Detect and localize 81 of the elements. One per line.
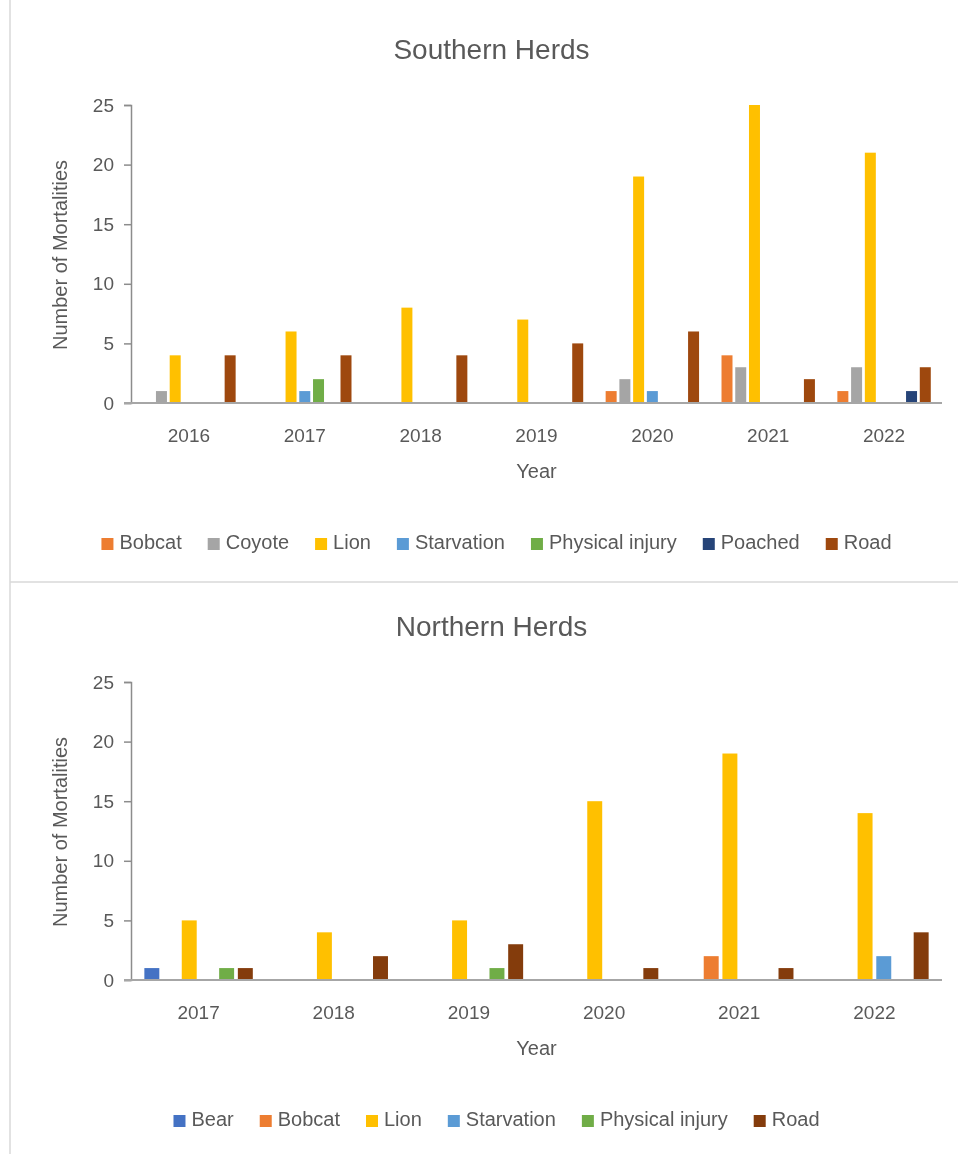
bar — [169, 355, 181, 403]
y-tick-label: 0 — [103, 969, 114, 991]
bar — [181, 920, 197, 980]
legend-label: Coyote — [225, 531, 290, 554]
y-tick-label: 20 — [92, 731, 114, 753]
legend-label: Physical injury — [548, 531, 677, 554]
bar — [913, 932, 929, 980]
bar — [643, 968, 659, 980]
legend-label: Starvation — [414, 531, 505, 554]
bar — [572, 343, 584, 403]
bar — [837, 391, 849, 403]
bar — [688, 331, 700, 403]
bar — [373, 956, 388, 980]
y-tick-label: 15 — [92, 213, 114, 235]
legend-label: Lion — [333, 531, 371, 554]
bar — [340, 355, 352, 403]
x-tick-label: 2020 — [582, 1002, 626, 1024]
chart-title: Northern Herds — [395, 611, 588, 643]
bar — [876, 956, 892, 980]
y-tick-label: 25 — [92, 671, 114, 693]
x-tick-label: 2017 — [283, 425, 326, 447]
legend-label: Bear — [191, 1108, 235, 1131]
y-axis-title: Number of Mortalities — [49, 736, 72, 928]
bar — [144, 968, 160, 980]
bar — [285, 331, 297, 403]
y-tick-label: 10 — [92, 273, 114, 295]
x-tick-label: 2020 — [631, 425, 674, 447]
y-axis-title: Number of Mortalities — [49, 159, 72, 351]
y-tick-label: 5 — [103, 332, 114, 354]
y-tick-label: 5 — [103, 909, 114, 931]
bar — [452, 920, 468, 980]
bar — [919, 367, 931, 403]
bar — [508, 944, 524, 980]
legend-label: Poached — [720, 531, 800, 554]
legend-label: Road — [771, 1108, 820, 1131]
legend-label: Physical injury — [599, 1108, 728, 1131]
bar — [803, 379, 815, 403]
x-axis-title: Year — [516, 460, 558, 483]
bar — [313, 379, 325, 403]
bar — [722, 753, 738, 980]
x-tick-label: 2016 — [167, 425, 211, 447]
y-tick-label: 15 — [92, 790, 114, 812]
y-tick-label: 0 — [103, 392, 114, 414]
bar — [456, 355, 468, 403]
y-tick-label: 20 — [92, 154, 114, 176]
x-tick-label: 2021 — [718, 1002, 761, 1024]
legend-label: Lion — [384, 1108, 422, 1131]
x-tick-label: 2017 — [177, 1002, 220, 1024]
bar — [721, 355, 733, 403]
bar — [748, 105, 760, 403]
bar — [237, 968, 253, 980]
x-tick-label: 2018 — [312, 1002, 355, 1024]
bar — [605, 391, 617, 403]
x-tick-label: 2019 — [447, 1002, 491, 1024]
bar — [906, 391, 918, 403]
bar — [857, 813, 873, 980]
bar — [633, 176, 645, 403]
bar — [517, 319, 529, 403]
legend-label: Bobcat — [119, 531, 183, 554]
bar — [299, 391, 311, 403]
bar — [316, 932, 332, 980]
chart-title: Southern Herds — [393, 34, 590, 66]
x-tick-label: 2022 — [853, 1002, 896, 1024]
legend-label: Road — [843, 531, 892, 554]
x-tick-label: 2018 — [399, 425, 442, 447]
bar — [219, 968, 235, 980]
legend-label: Starvation — [465, 1108, 556, 1131]
legend-label: Bobcat — [277, 1108, 341, 1131]
bar — [703, 956, 719, 980]
bar — [646, 391, 658, 403]
x-tick-label: 2022 — [862, 425, 906, 447]
bar — [864, 152, 876, 403]
x-tick-label: 2021 — [747, 425, 790, 447]
x-tick-label: 2019 — [515, 425, 558, 447]
y-tick-label: 10 — [92, 850, 114, 872]
y-tick-label: 25 — [92, 94, 114, 116]
bar — [587, 801, 603, 980]
bar — [224, 355, 236, 403]
bar — [401, 307, 413, 403]
x-axis-title: Year — [516, 1037, 558, 1060]
bar — [489, 968, 505, 980]
